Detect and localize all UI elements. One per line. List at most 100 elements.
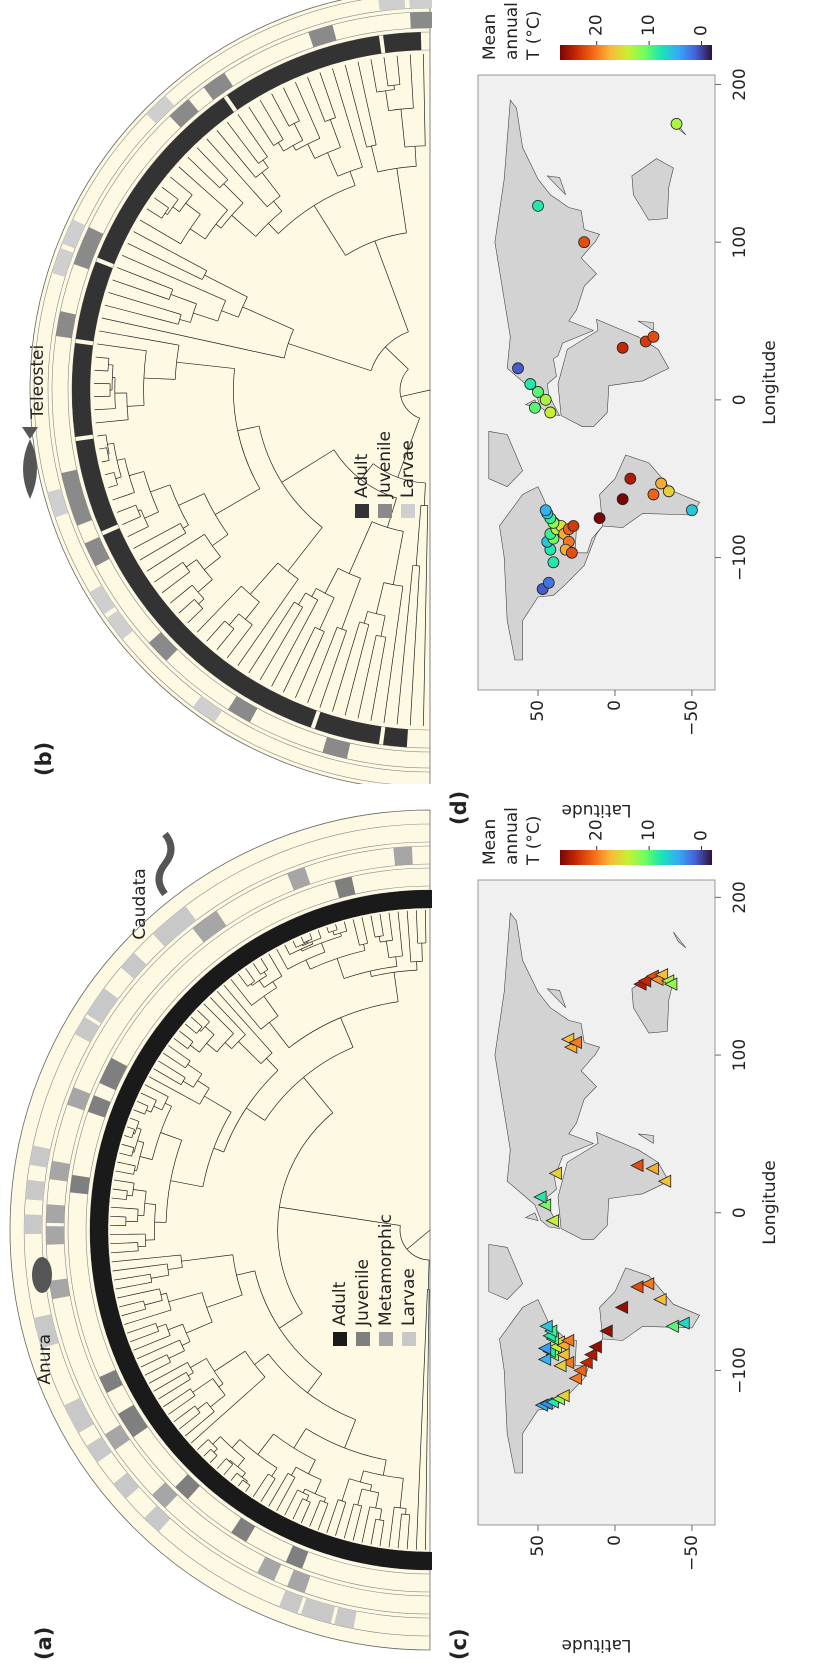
legend-label: Metamorphic xyxy=(376,1214,396,1326)
x-tick-label: −100 xyxy=(730,1347,750,1394)
colorbar-tick-label: 20 xyxy=(587,819,607,841)
stage-tile xyxy=(393,846,412,865)
legend-label: Juvenile xyxy=(353,1259,373,1327)
legend-swatch xyxy=(333,1332,347,1346)
legend-label: Larvae xyxy=(399,1268,419,1326)
branch xyxy=(95,370,103,371)
site-marker xyxy=(617,494,628,505)
panel-label: (a) xyxy=(32,1627,56,1660)
map-panel: (d) −100 0 100 200 −50 0 50 Longitude Latitude 0 10… xyxy=(447,2,780,825)
colorbar-tick-label: 0 xyxy=(692,830,712,841)
site-marker xyxy=(540,394,551,405)
frog-silhouette xyxy=(32,1257,52,1293)
legend-swatch xyxy=(356,1332,370,1346)
colorbar xyxy=(560,850,712,865)
site-marker xyxy=(617,342,628,353)
colorbar-title: T (°C) xyxy=(524,11,544,61)
site-marker xyxy=(625,473,636,484)
stage-tile xyxy=(397,32,421,51)
site-marker xyxy=(648,489,659,500)
site-marker xyxy=(568,521,579,532)
legend-swatch xyxy=(401,504,415,518)
clade-label: Caudata xyxy=(130,868,150,939)
stage-tile xyxy=(25,1180,45,1201)
tree-a: AdultJuvenileMetamorphicLarvae xyxy=(10,810,433,1650)
site-marker xyxy=(594,513,605,524)
site-marker xyxy=(579,237,590,248)
map-panel: (c) −100 0 100 200 −50 0 50 Longitude Latitude 0 10… xyxy=(447,807,780,1660)
legend-swatch xyxy=(402,1332,416,1346)
stage-tile xyxy=(70,1175,90,1194)
site-marker xyxy=(671,118,682,129)
clade-label: Anura xyxy=(35,1334,55,1385)
legend-label: Larvae xyxy=(398,440,418,498)
legend-swatch xyxy=(378,504,392,518)
x-tick-label: 0 xyxy=(730,394,750,405)
site-marker xyxy=(533,200,544,211)
legend-swatch xyxy=(379,1332,393,1346)
x-axis-title: Longitude xyxy=(760,340,780,425)
y-tick-label: 0 xyxy=(605,700,625,711)
tree-b: AdultJuvenileLarvae xyxy=(30,0,435,790)
site-marker xyxy=(545,407,556,418)
x-tick-label: 100 xyxy=(730,226,750,258)
x-tick-label: 200 xyxy=(730,68,750,100)
stage-tile xyxy=(24,1214,42,1234)
stage-tile xyxy=(49,1278,70,1299)
x-tick-label: 100 xyxy=(730,1039,750,1071)
stage-tile xyxy=(73,343,93,368)
stage-tile xyxy=(46,1204,65,1223)
site-marker xyxy=(686,505,697,516)
stage-tile xyxy=(46,1226,64,1245)
colorbar xyxy=(560,45,712,60)
colorbar-title: Mean xyxy=(480,819,500,865)
colorbar-title: annual xyxy=(502,2,522,60)
site-marker xyxy=(525,379,536,390)
colorbar-tick-label: 10 xyxy=(639,819,659,841)
stage-tile xyxy=(49,1161,70,1182)
x-tick-label: 0 xyxy=(730,1207,750,1218)
stage-tile xyxy=(409,0,435,9)
x-tick-label: −100 xyxy=(730,534,750,581)
colorbar-tick-label: 0 xyxy=(692,25,712,36)
y-axis-title: Latitude xyxy=(562,800,632,820)
colorbar-title: Mean xyxy=(480,14,500,60)
salamander-silhouette xyxy=(159,834,171,894)
y-tick-label: −50 xyxy=(682,700,702,736)
stage-tile xyxy=(417,890,434,908)
stage-tile xyxy=(383,727,408,747)
site-marker xyxy=(548,557,559,568)
site-marker xyxy=(543,577,554,588)
site-marker xyxy=(566,547,577,558)
site-marker xyxy=(513,363,524,374)
site-marker xyxy=(529,402,540,413)
legend-label: Adult xyxy=(352,453,372,498)
x-tick-label: 200 xyxy=(730,881,750,913)
y-axis-title: Latitude xyxy=(562,1635,632,1655)
y-tick-label: 50 xyxy=(528,700,548,722)
colorbar-title: annual xyxy=(502,807,522,865)
figure: (a) (b) AdultJuvenileMetamorphicLarvae A… xyxy=(0,0,822,1664)
site-marker xyxy=(540,505,551,516)
rotated-figure: (a) (b) AdultJuvenileMetamorphicLarvae A… xyxy=(10,0,780,1660)
colorbar-tick-label: 20 xyxy=(587,14,607,36)
branch xyxy=(296,946,297,947)
x-axis-title: Longitude xyxy=(760,1160,780,1245)
legend-swatch xyxy=(355,504,369,518)
tree-background xyxy=(10,810,430,1650)
clade-label: Teleostei xyxy=(28,345,48,420)
y-tick-label: 0 xyxy=(605,1535,625,1546)
stage-tile xyxy=(410,12,435,29)
legend-label: Adult xyxy=(330,1281,350,1326)
stage-tile xyxy=(29,1145,50,1167)
site-marker xyxy=(648,331,659,342)
y-tick-label: 50 xyxy=(528,1535,548,1557)
panel-label: (d) xyxy=(447,791,471,825)
panel-label: (c) xyxy=(447,1628,471,1660)
y-tick-label: −50 xyxy=(682,1535,702,1571)
maps: (c)−1000100200−50050LongitudeLatitude010… xyxy=(447,2,780,1660)
colorbar-tick-label: 10 xyxy=(639,14,659,36)
legend-label: Juvenile xyxy=(375,431,395,499)
panel-label: (b) xyxy=(32,742,56,776)
colorbar-title: T (°C) xyxy=(524,816,544,866)
